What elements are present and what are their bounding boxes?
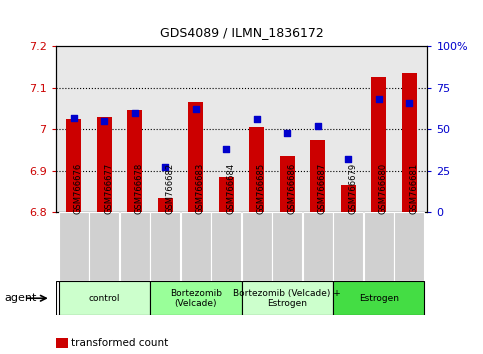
- Point: [222, 146, 230, 152]
- Text: GSM766678: GSM766678: [135, 163, 144, 215]
- Text: GSM766680: GSM766680: [379, 163, 388, 215]
- FancyBboxPatch shape: [89, 212, 119, 281]
- Bar: [219, 177, 234, 212]
- Text: Estrogen: Estrogen: [359, 294, 398, 303]
- FancyBboxPatch shape: [242, 212, 271, 281]
- Text: GSM766679: GSM766679: [348, 163, 357, 215]
- Text: GSM766686: GSM766686: [287, 163, 296, 215]
- FancyBboxPatch shape: [120, 212, 150, 281]
- Text: Bortezomib (Velcade) +
Estrogen: Bortezomib (Velcade) + Estrogen: [233, 289, 341, 308]
- Text: GSM766684: GSM766684: [226, 163, 235, 215]
- Bar: [341, 185, 356, 212]
- Text: agent: agent: [5, 293, 37, 303]
- Text: GSM766682: GSM766682: [165, 163, 174, 215]
- FancyBboxPatch shape: [56, 281, 421, 315]
- Point: [161, 165, 169, 170]
- FancyBboxPatch shape: [181, 212, 211, 281]
- FancyBboxPatch shape: [394, 212, 424, 281]
- FancyBboxPatch shape: [150, 281, 242, 315]
- Bar: [127, 110, 142, 212]
- Text: GSM766685: GSM766685: [257, 163, 266, 215]
- Text: GSM766677: GSM766677: [104, 163, 114, 215]
- Point: [284, 130, 291, 135]
- FancyBboxPatch shape: [58, 281, 150, 315]
- Bar: [188, 102, 203, 212]
- FancyBboxPatch shape: [59, 212, 89, 281]
- FancyBboxPatch shape: [333, 281, 425, 315]
- FancyBboxPatch shape: [150, 212, 180, 281]
- FancyBboxPatch shape: [272, 212, 302, 281]
- FancyBboxPatch shape: [303, 212, 333, 281]
- Point: [100, 118, 108, 124]
- Bar: [66, 119, 82, 212]
- Text: GDS4089 / ILMN_1836172: GDS4089 / ILMN_1836172: [159, 26, 324, 39]
- Point: [405, 100, 413, 105]
- Point: [344, 156, 352, 162]
- Bar: [371, 77, 386, 212]
- Text: GSM766681: GSM766681: [409, 163, 418, 215]
- Text: GSM766687: GSM766687: [318, 163, 327, 215]
- FancyBboxPatch shape: [212, 212, 241, 281]
- Text: Bortezomib
(Velcade): Bortezomib (Velcade): [170, 289, 222, 308]
- Bar: [249, 127, 264, 212]
- Bar: [97, 117, 112, 212]
- Text: transformed count: transformed count: [71, 338, 168, 348]
- Text: GSM766683: GSM766683: [196, 163, 205, 215]
- Point: [314, 123, 322, 129]
- FancyBboxPatch shape: [364, 212, 394, 281]
- Text: control: control: [88, 294, 120, 303]
- FancyBboxPatch shape: [333, 212, 363, 281]
- Point: [131, 110, 139, 115]
- Point: [70, 115, 78, 120]
- FancyBboxPatch shape: [242, 281, 333, 315]
- Point: [192, 107, 199, 112]
- Bar: [310, 139, 326, 212]
- Point: [375, 96, 383, 102]
- Point: [253, 116, 261, 122]
- Bar: [401, 73, 417, 212]
- Bar: [280, 156, 295, 212]
- Bar: [157, 198, 173, 212]
- Text: GSM766676: GSM766676: [74, 163, 83, 215]
